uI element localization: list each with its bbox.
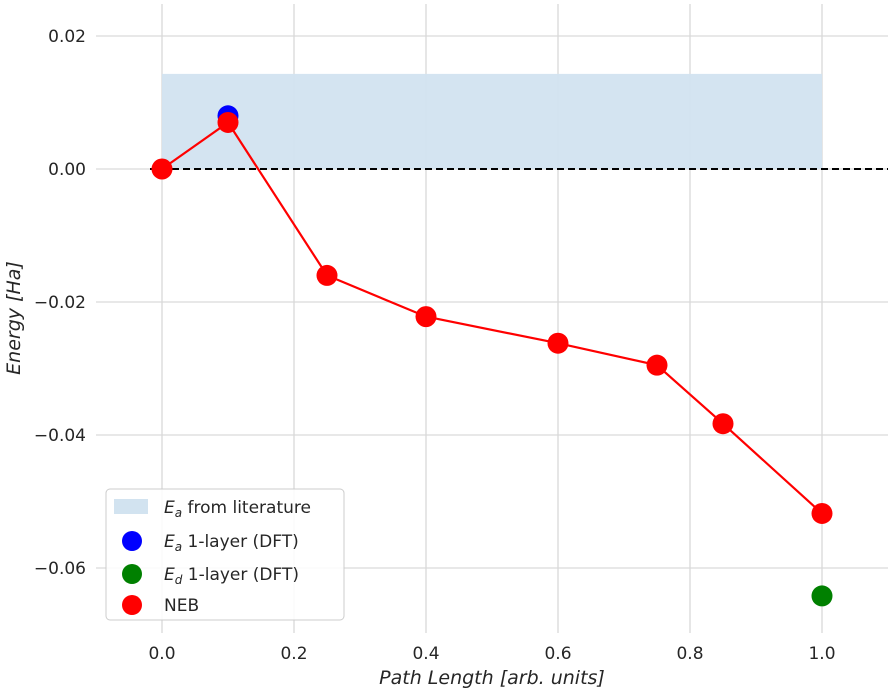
neb-point-6 (712, 413, 734, 435)
literature-band (162, 73, 822, 169)
x-axis-label-unit: arb. units (507, 667, 597, 689)
legend-frame (105, 488, 345, 621)
x-axis-label-suffix: ] (596, 667, 604, 689)
x-tick-label-0: 0.0 (148, 644, 175, 664)
neb-point-0 (151, 158, 173, 180)
x-tick-labels: 0.0 0.2 0.4 0.6 0.8 1.0 (148, 644, 835, 664)
neb-line (161, 120, 823, 515)
y-tick-label-1: 0.00 (48, 160, 86, 180)
legend-label-1: Ea 1-layer (DFT) (164, 532, 299, 554)
legend: Ea from literature Ea 1-layer (DFT) Ed 1-l… (105, 488, 345, 621)
x-tick-label-2: 0.4 (412, 644, 439, 664)
y-axis-label-prefix: Energy [ (3, 294, 25, 375)
y-axis-label-unit: Ha (3, 269, 25, 295)
x-tick-label-1: 0.2 (280, 644, 307, 664)
y-axis-label: Energy [Ha] (3, 261, 25, 375)
neb-point-4 (547, 332, 569, 354)
literature-band-layer (162, 73, 822, 169)
neb-point-7 (811, 502, 833, 524)
legend-marker-3 (122, 595, 142, 615)
x-axis-label-prefix: Path Length [ (379, 667, 508, 689)
y-tick-label-0: 0.02 (48, 27, 86, 47)
legend-marker-1 (122, 531, 142, 551)
y-tick-label-3: −0.04 (34, 426, 86, 446)
neb-point-5 (646, 354, 668, 376)
neb-point-1 (217, 111, 239, 133)
legend-label-2: Ed 1-layer (DFT) (164, 565, 299, 587)
ed-dft-point-0 (811, 585, 833, 607)
legend-label-0: Ea from literature (164, 498, 311, 520)
x-tick-label-3: 0.6 (544, 644, 571, 664)
x-tick-label-5: 1.0 (808, 644, 835, 664)
y-tick-label-4: −0.06 (34, 559, 86, 579)
neb-point-2 (316, 264, 338, 286)
y-axis-label-suffix: ] (3, 261, 25, 269)
legend-swatch-0 (114, 499, 148, 514)
series-layer (151, 105, 833, 607)
x-tick-label-4: 0.8 (676, 644, 703, 664)
neb-point-3 (415, 306, 437, 328)
y-tick-labels: 0.02 0.00 −0.02 −0.04 −0.06 (34, 27, 86, 579)
legend-label-3: NEB (164, 596, 199, 616)
legend-marker-2 (122, 564, 142, 584)
x-axis-label: Path Length [arb. units] (379, 667, 605, 689)
y-tick-label-2: −0.02 (34, 293, 86, 313)
